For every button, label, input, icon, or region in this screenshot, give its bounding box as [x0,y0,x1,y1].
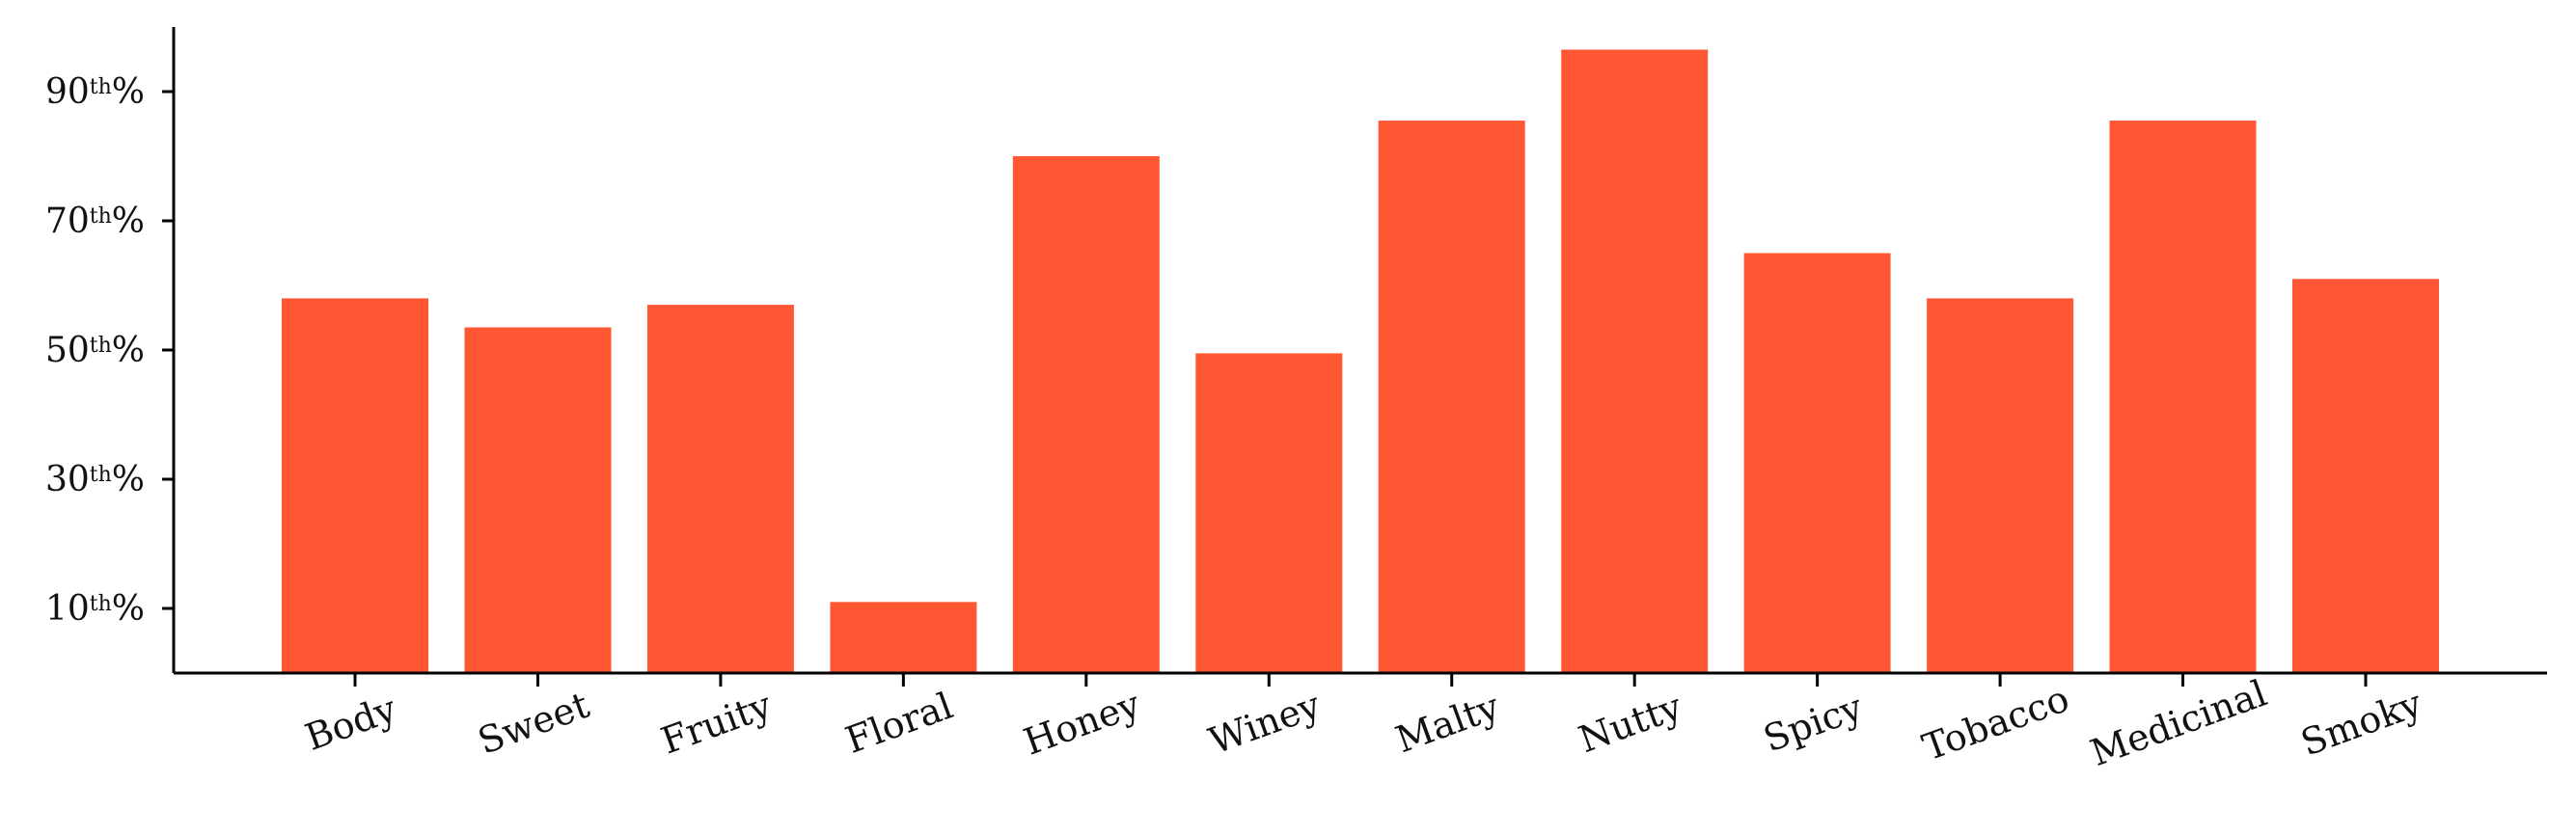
bar-medicinal [2109,121,2257,674]
y-tick-label: 70th% [45,202,145,241]
x-tick-label-spicy: Spicy [1758,686,1868,761]
x-tick-label-sweet: Sweet [473,684,595,763]
bar-fruity [646,305,794,673]
x-tick-label-fruity: Fruity [656,684,778,763]
bar-body [282,298,428,673]
bar-smoky [2292,279,2439,673]
y-axis: 10th% 30th% 50th% 70th% 90th% [45,27,176,673]
x-tick-label-tobacco: Tobacco [1917,677,2074,769]
x-tick-label-smoky: Smoky [2295,682,2427,765]
x-tick-label-nutty: Nutty [1574,685,1688,761]
bar-malty [1378,121,1525,674]
bar-spicy [1743,253,1891,673]
x-tick-label-body: Body [300,687,402,759]
x-tick-label-malty: Malty [1390,685,1505,761]
bar-tobacco [1927,298,2074,673]
x-tick-label-floral: Floral [840,685,959,762]
x-tick-label-honey: Honey [1018,683,1145,764]
y-tick-label: 30th% [45,460,145,499]
x-axis: Body Sweet Fruity Floral Honey Winey Malty Nutt… [174,671,2547,775]
bars-group [282,49,2439,674]
bar-floral [830,602,977,673]
bar-sweet [464,327,612,673]
y-tick-label: 50th% [45,331,145,370]
y-tick-label: 10th% [45,589,145,629]
x-tick-label-winey: Winey [1203,684,1326,763]
bar-honey [1012,156,1160,673]
y-tick-label: 90th% [45,72,145,112]
bar-winey [1195,353,1343,673]
bar-nutty [1561,49,1709,673]
x-tick-label-medicinal: Medicinal [2085,672,2272,775]
